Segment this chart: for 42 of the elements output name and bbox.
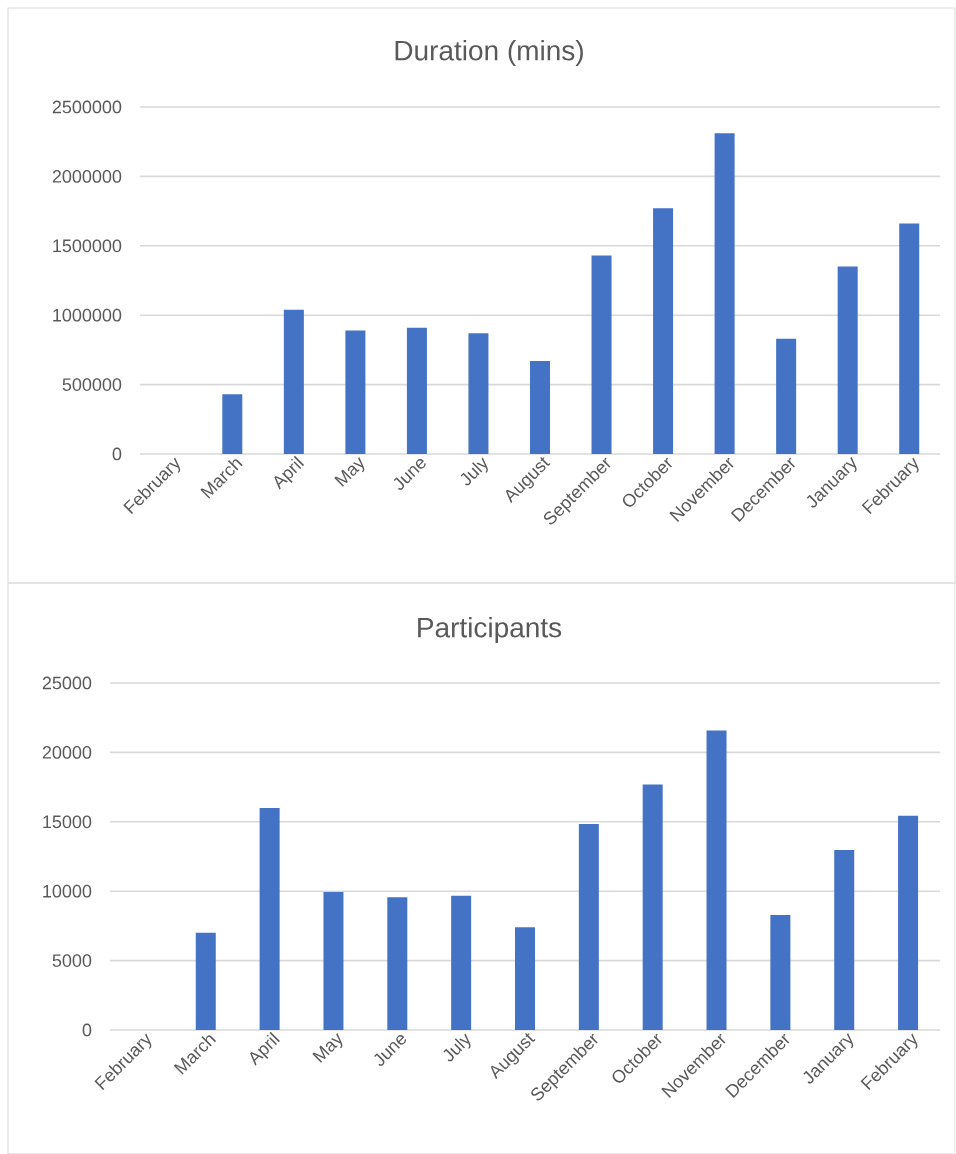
bar xyxy=(706,730,727,1030)
bar xyxy=(283,309,304,454)
y-tick-label: 20000 xyxy=(42,746,92,759)
bar xyxy=(776,338,797,454)
y-tick-label: 1000000 xyxy=(53,308,122,322)
bar xyxy=(451,895,472,1030)
y-tick-label: 0 xyxy=(112,447,122,461)
bar xyxy=(578,824,599,1030)
bar xyxy=(714,133,735,454)
y-tick-label: 10000 xyxy=(43,884,92,898)
bar xyxy=(770,914,791,1030)
bar xyxy=(514,927,535,1030)
chart-title: Participants xyxy=(418,616,562,644)
bar xyxy=(899,223,920,454)
bar xyxy=(387,897,408,1030)
y-tick-label: 2500000 xyxy=(52,100,122,114)
bar xyxy=(222,394,243,454)
y-tick-label: 1500000 xyxy=(53,239,122,253)
x-tick-label: May xyxy=(312,1033,343,1063)
bar xyxy=(468,333,489,454)
chart-title: Duration (mins) xyxy=(395,39,583,67)
bar xyxy=(530,361,550,454)
bar xyxy=(898,815,919,1030)
bar xyxy=(259,807,280,1030)
x-tick-label: May xyxy=(334,457,365,487)
bar xyxy=(642,784,663,1030)
bar xyxy=(591,255,612,454)
x-tick-label: July xyxy=(443,1033,471,1062)
y-tick-label: 5000 xyxy=(52,954,92,967)
y-tick-label: 0 xyxy=(82,1023,92,1037)
bar xyxy=(406,327,427,454)
bar xyxy=(653,208,674,454)
bar xyxy=(345,330,366,454)
y-tick-label: 2000000 xyxy=(52,170,122,183)
bar xyxy=(837,266,858,454)
bar xyxy=(195,932,216,1030)
y-tick-label: 25000 xyxy=(42,676,92,690)
y-tick-label: 15000 xyxy=(43,815,92,829)
bar xyxy=(834,849,855,1030)
x-tick-label: July xyxy=(460,457,488,486)
y-tick-label: 500000 xyxy=(62,378,122,391)
bar xyxy=(323,891,344,1030)
